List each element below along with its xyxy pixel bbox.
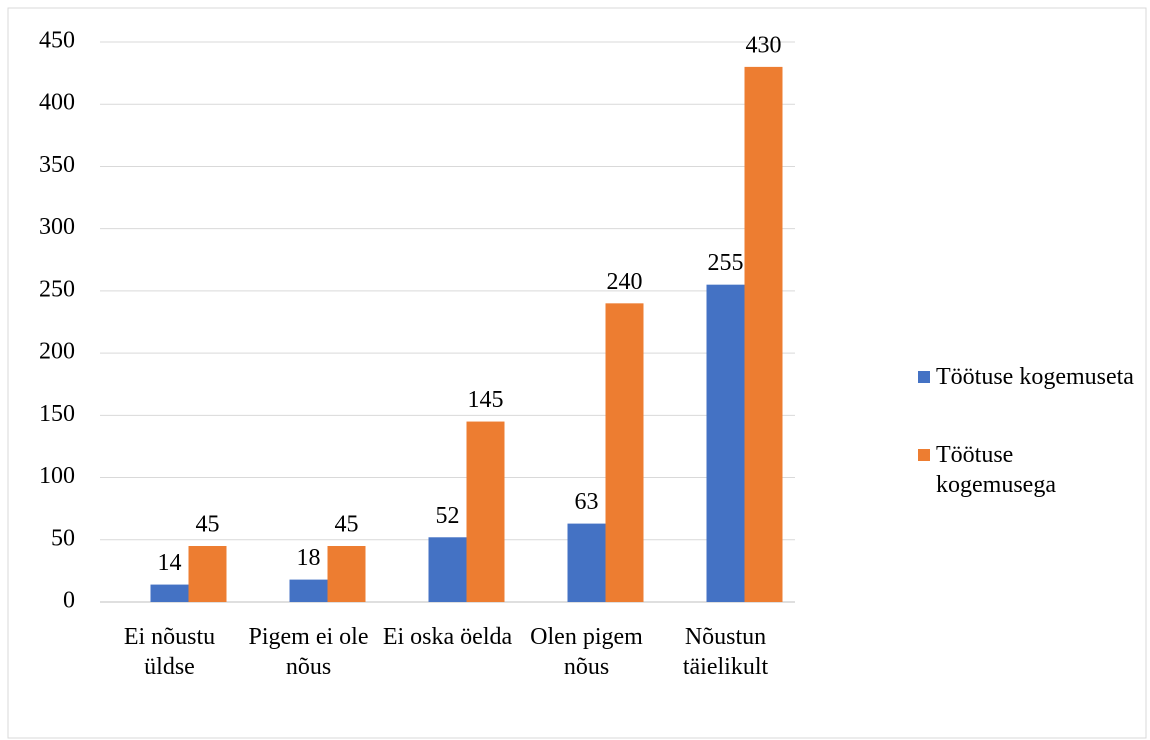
bar (327, 546, 366, 602)
bar (567, 523, 606, 602)
data-label: 52 (436, 503, 460, 529)
bar (706, 284, 745, 602)
bar (744, 66, 783, 602)
y-tick-label: 300 (39, 214, 75, 240)
y-tick-label: 200 (39, 339, 75, 365)
y-tick-label: 250 (39, 276, 75, 302)
legend-label: Töötuse kogemusega (936, 442, 1056, 498)
y-tick-label: 100 (39, 463, 75, 489)
legend-swatch (918, 371, 930, 383)
data-label: 145 (468, 387, 504, 413)
x-tick-label: Ei nõustu üldse (123, 624, 216, 680)
data-label: 63 (575, 489, 599, 515)
y-tick-label: 50 (51, 525, 75, 551)
data-label: 430 (746, 32, 782, 58)
bar (188, 546, 227, 602)
y-tick-label: 350 (39, 152, 75, 178)
y-tick-label: 400 (39, 90, 75, 116)
bar (289, 579, 328, 602)
bar (150, 584, 189, 602)
x-tick-label: Pigem ei ole nõus (248, 624, 369, 680)
x-tick-label: Olen pigem nõus (530, 624, 643, 680)
data-label: 240 (607, 269, 643, 295)
legend-label: Töötuse kogemuseta (936, 364, 1134, 390)
x-tick-label: Ei oska öelda (382, 624, 513, 650)
bar (466, 421, 505, 602)
y-tick-label: 0 (63, 588, 75, 614)
data-label: 45 (196, 512, 220, 538)
data-label: 14 (158, 550, 182, 576)
legend-swatch (918, 449, 930, 461)
bar (605, 303, 644, 602)
y-tick-label: 150 (39, 401, 75, 427)
data-label: 45 (335, 512, 359, 538)
data-label: 18 (297, 545, 321, 571)
data-label: 255 (708, 250, 744, 276)
x-tick-label: Nõustun täielikult (682, 624, 769, 680)
y-tick-label: 450 (39, 28, 75, 54)
chart-border (7, 7, 1147, 739)
bar (428, 537, 467, 602)
